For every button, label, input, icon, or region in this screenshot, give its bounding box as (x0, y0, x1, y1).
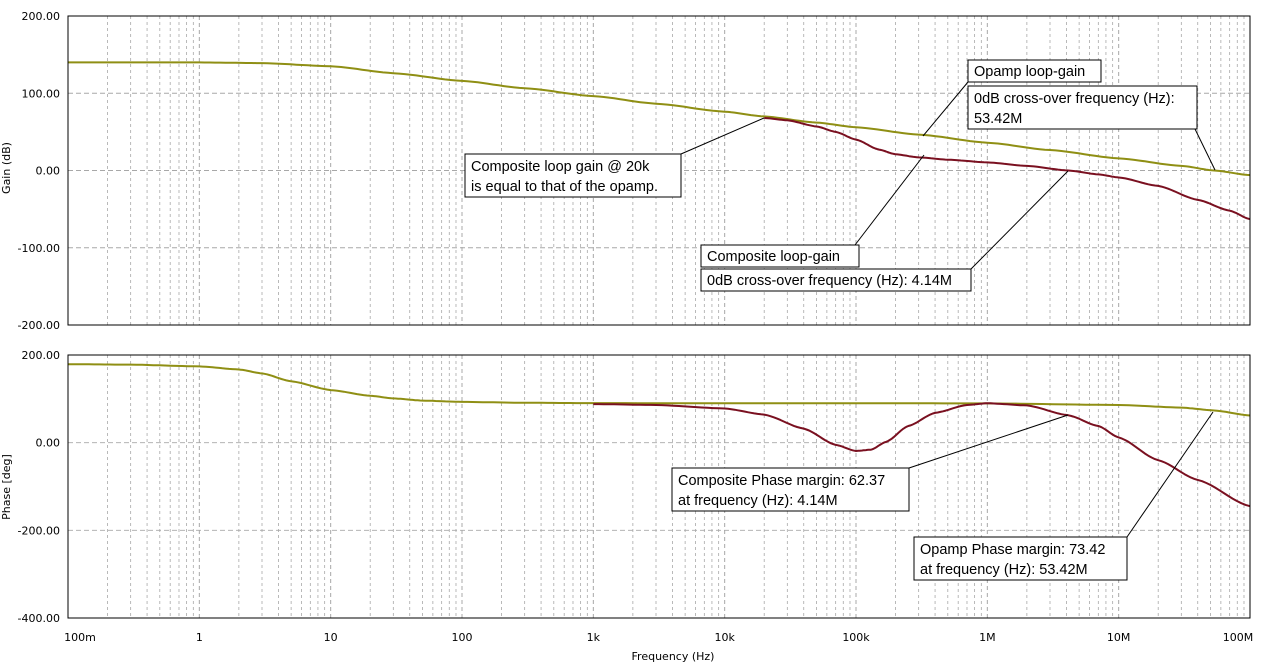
x-tick-label: 100k (842, 631, 870, 644)
gain-axis-label: Gain (dB) (0, 142, 13, 194)
frequency-axis-label: Frequency (Hz) (632, 650, 715, 663)
annotation-composite-20k-line2: is equal to that of the opamp. (471, 179, 658, 195)
x-tick-label: 1 (196, 631, 203, 644)
annotation-composite-crossover: 0dB cross-over frequency (Hz): 4.14M (707, 273, 952, 289)
annotation-opamp-phase-margin-line1: Opamp Phase margin: 73.42 (920, 542, 1105, 558)
plot-frame (67, 354, 1251, 619)
composite-curve (764, 117, 1251, 221)
x-tick-label: 100m (64, 631, 96, 644)
phase-panel-series (68, 363, 1251, 508)
annotation-opamp-crossover-line1: 0dB cross-over frequency (Hz): (974, 91, 1175, 107)
annotation-composite-20k-line1: Composite loop gain @ 20k (471, 159, 650, 175)
x-tick-label: 1M (979, 631, 996, 644)
x-tick-label: 10M (1107, 631, 1131, 644)
y-tick-label: 200.00 (22, 349, 61, 362)
plot-frame (67, 15, 1251, 326)
annotation-opamp-loop-gain: Opamp loop-gain (974, 64, 1085, 80)
annotation-composite-phase-margin-line2: at frequency (Hz): 4.14M (678, 493, 838, 509)
x-tick-label: 10k (714, 631, 735, 644)
y-tick-label: 100.00 (22, 87, 61, 100)
y-tick-label: 200.00 (22, 10, 61, 23)
y-tick-label: -200.00 (18, 524, 60, 537)
composite-curve (593, 402, 1251, 508)
annotation-opamp-phase-margin-line2: at frequency (Hz): 53.42M (920, 562, 1088, 578)
y-tick-label: -400.00 (18, 612, 60, 625)
annotation-opamp-crossover-line2: 53.42M (974, 111, 1022, 127)
x-tick-label: 100M (1223, 631, 1254, 644)
gain-panel-series (68, 61, 1251, 221)
axes (67, 15, 1251, 619)
y-tick-label: 0.00 (36, 437, 61, 450)
phase-axis-label: Phase [deg] (0, 454, 13, 520)
x-tick-label: 1k (587, 631, 601, 644)
annotation-composite-phase-margin-line1: Composite Phase margin: 62.37 (678, 473, 885, 489)
y-tick-label: -100.00 (18, 242, 60, 255)
x-tick-label: 10 (324, 631, 338, 644)
opamp-curve (68, 363, 1251, 417)
phase-panel-grid (68, 355, 1250, 618)
annotations: Opamp loop-gain 0dB cross-over frequency… (464, 59, 1216, 581)
annotation-composite-loop-gain: Composite loop-gain (707, 249, 840, 265)
tick-labels: 200.00 100.00 0.00 -100.00 -200.00 200.00 0.00… (18, 10, 1254, 644)
y-tick-label: -200.00 (18, 319, 60, 332)
x-tick-label: 100 (452, 631, 473, 644)
opamp-curve (68, 61, 1251, 177)
y-tick-label: 0.00 (36, 165, 61, 178)
